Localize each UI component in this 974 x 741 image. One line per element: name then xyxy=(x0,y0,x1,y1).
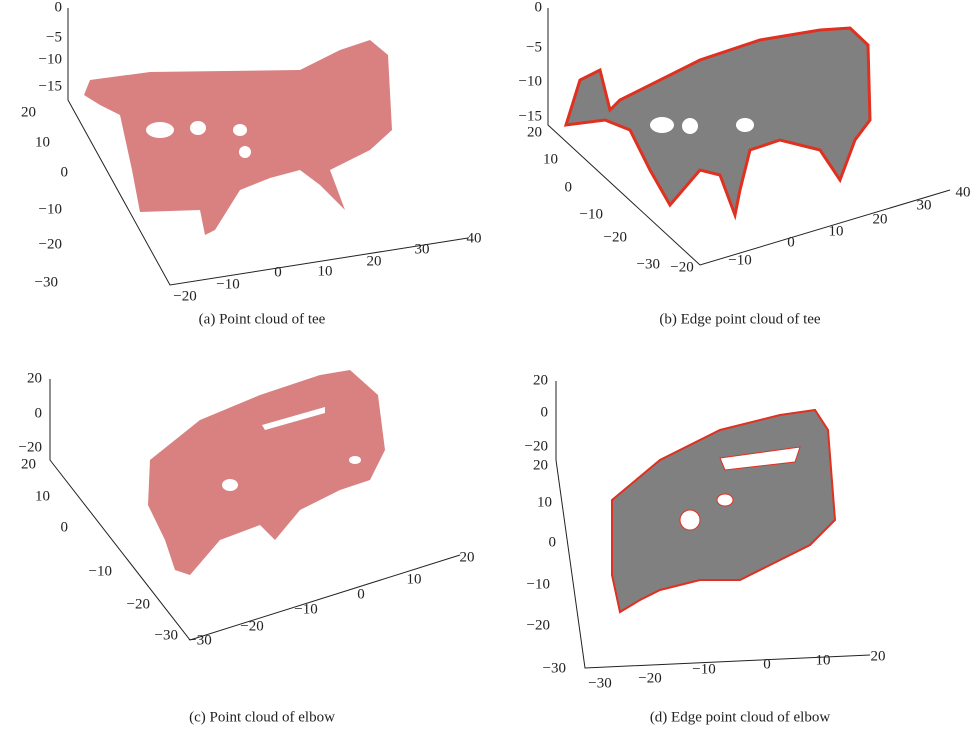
y-tick-label: −10 xyxy=(89,563,112,579)
x-tick-label: 10 xyxy=(407,571,422,587)
x-tick-label: 40 xyxy=(467,230,482,246)
x-tick-label: −20 xyxy=(638,670,661,686)
caption: (d) Edge point cloud of elbow xyxy=(650,709,831,725)
z-tick-label: −5 xyxy=(46,29,62,45)
y-tick-label: 10 xyxy=(543,151,558,167)
x-tick-label: 30 xyxy=(917,197,932,213)
y-tick-label: −20 xyxy=(527,617,550,633)
elbow-cloud xyxy=(148,370,385,575)
z-tick-label: −20 xyxy=(525,438,548,454)
x-tick-label: 30 xyxy=(415,241,430,257)
figure: (a) Point cloud of tee0−5−10−1520100−10−… xyxy=(0,0,974,741)
x-tick-label: 0 xyxy=(763,656,771,672)
x-tick-label: 20 xyxy=(460,549,475,565)
y-tick-label: 0 xyxy=(61,519,69,535)
x-tick-label: −20 xyxy=(173,288,196,304)
y-tick-label: 0 xyxy=(61,164,69,180)
caption: (c) Point cloud of elbow xyxy=(189,709,335,725)
x-tick-label: 10 xyxy=(816,652,831,668)
z-tick-label: −15 xyxy=(519,108,542,124)
z-tick-label: −5 xyxy=(526,39,542,55)
x-tick-label: −10 xyxy=(294,601,317,617)
y-tick-label: 20 xyxy=(533,457,548,473)
y-tick-label: −10 xyxy=(580,206,603,222)
z-tick-label: 20 xyxy=(533,372,548,388)
x-tick-label: 20 xyxy=(873,211,888,227)
z-tick-label: 0 xyxy=(35,405,43,421)
x-tick-label: 0 xyxy=(357,586,365,602)
x-tick-label: 10 xyxy=(318,263,333,279)
x-tick-label: 0 xyxy=(274,264,282,280)
tee-cloud xyxy=(84,40,392,235)
x-tick-label: −20 xyxy=(670,259,693,275)
x-tick-label: −20 xyxy=(240,618,263,634)
x-tick-label: −30 xyxy=(588,675,611,691)
y-tick-label: −30 xyxy=(155,627,178,643)
y-tick-label: 10 xyxy=(35,488,50,504)
y-tick-label: −10 xyxy=(39,201,62,217)
y-tick-label: 20 xyxy=(21,104,36,120)
y-tick-label: −20 xyxy=(127,596,150,612)
x-tick-label: 10 xyxy=(829,223,844,239)
x-tick-label: −30 xyxy=(188,632,211,648)
x-tick-label: 40 xyxy=(956,184,971,200)
x-tick-label: 20 xyxy=(367,253,382,269)
x-tick-label: 0 xyxy=(787,234,795,250)
z-tick-label: −10 xyxy=(39,51,62,67)
elbow-edge-cloud xyxy=(612,410,835,612)
y-tick-label: −30 xyxy=(35,274,58,290)
caption: (a) Point cloud of tee xyxy=(199,311,326,327)
y-tick-label: −10 xyxy=(527,576,550,592)
y-tick-label: −20 xyxy=(39,236,62,252)
x-tick-label: 20 xyxy=(871,648,886,664)
z-tick-label: 0 xyxy=(535,0,543,15)
y-tick-label: −20 xyxy=(604,229,627,245)
x-tick-label: −10 xyxy=(216,276,239,292)
z-tick-label: 0 xyxy=(55,0,63,15)
y-tick-label: 20 xyxy=(527,124,542,140)
x-tick-label: −10 xyxy=(692,661,715,677)
tee-edge-cloud xyxy=(566,28,870,215)
y-tick-label: 20 xyxy=(21,456,36,472)
y-tick-label: 0 xyxy=(565,179,573,195)
y-tick-label: 0 xyxy=(549,534,557,550)
y-tick-label: 10 xyxy=(35,134,50,150)
y-tick-label: −30 xyxy=(543,660,566,676)
z-tick-label: 0 xyxy=(541,404,549,420)
caption: (b) Edge point cloud of tee xyxy=(659,311,821,327)
y-tick-label: −30 xyxy=(637,256,660,272)
z-tick-label: 20 xyxy=(27,370,42,386)
x-tick-label: −10 xyxy=(728,252,751,268)
z-tick-label: −15 xyxy=(39,78,62,94)
z-tick-label: −20 xyxy=(19,439,42,455)
z-tick-label: −10 xyxy=(519,73,542,89)
y-tick-label: 10 xyxy=(537,494,552,510)
